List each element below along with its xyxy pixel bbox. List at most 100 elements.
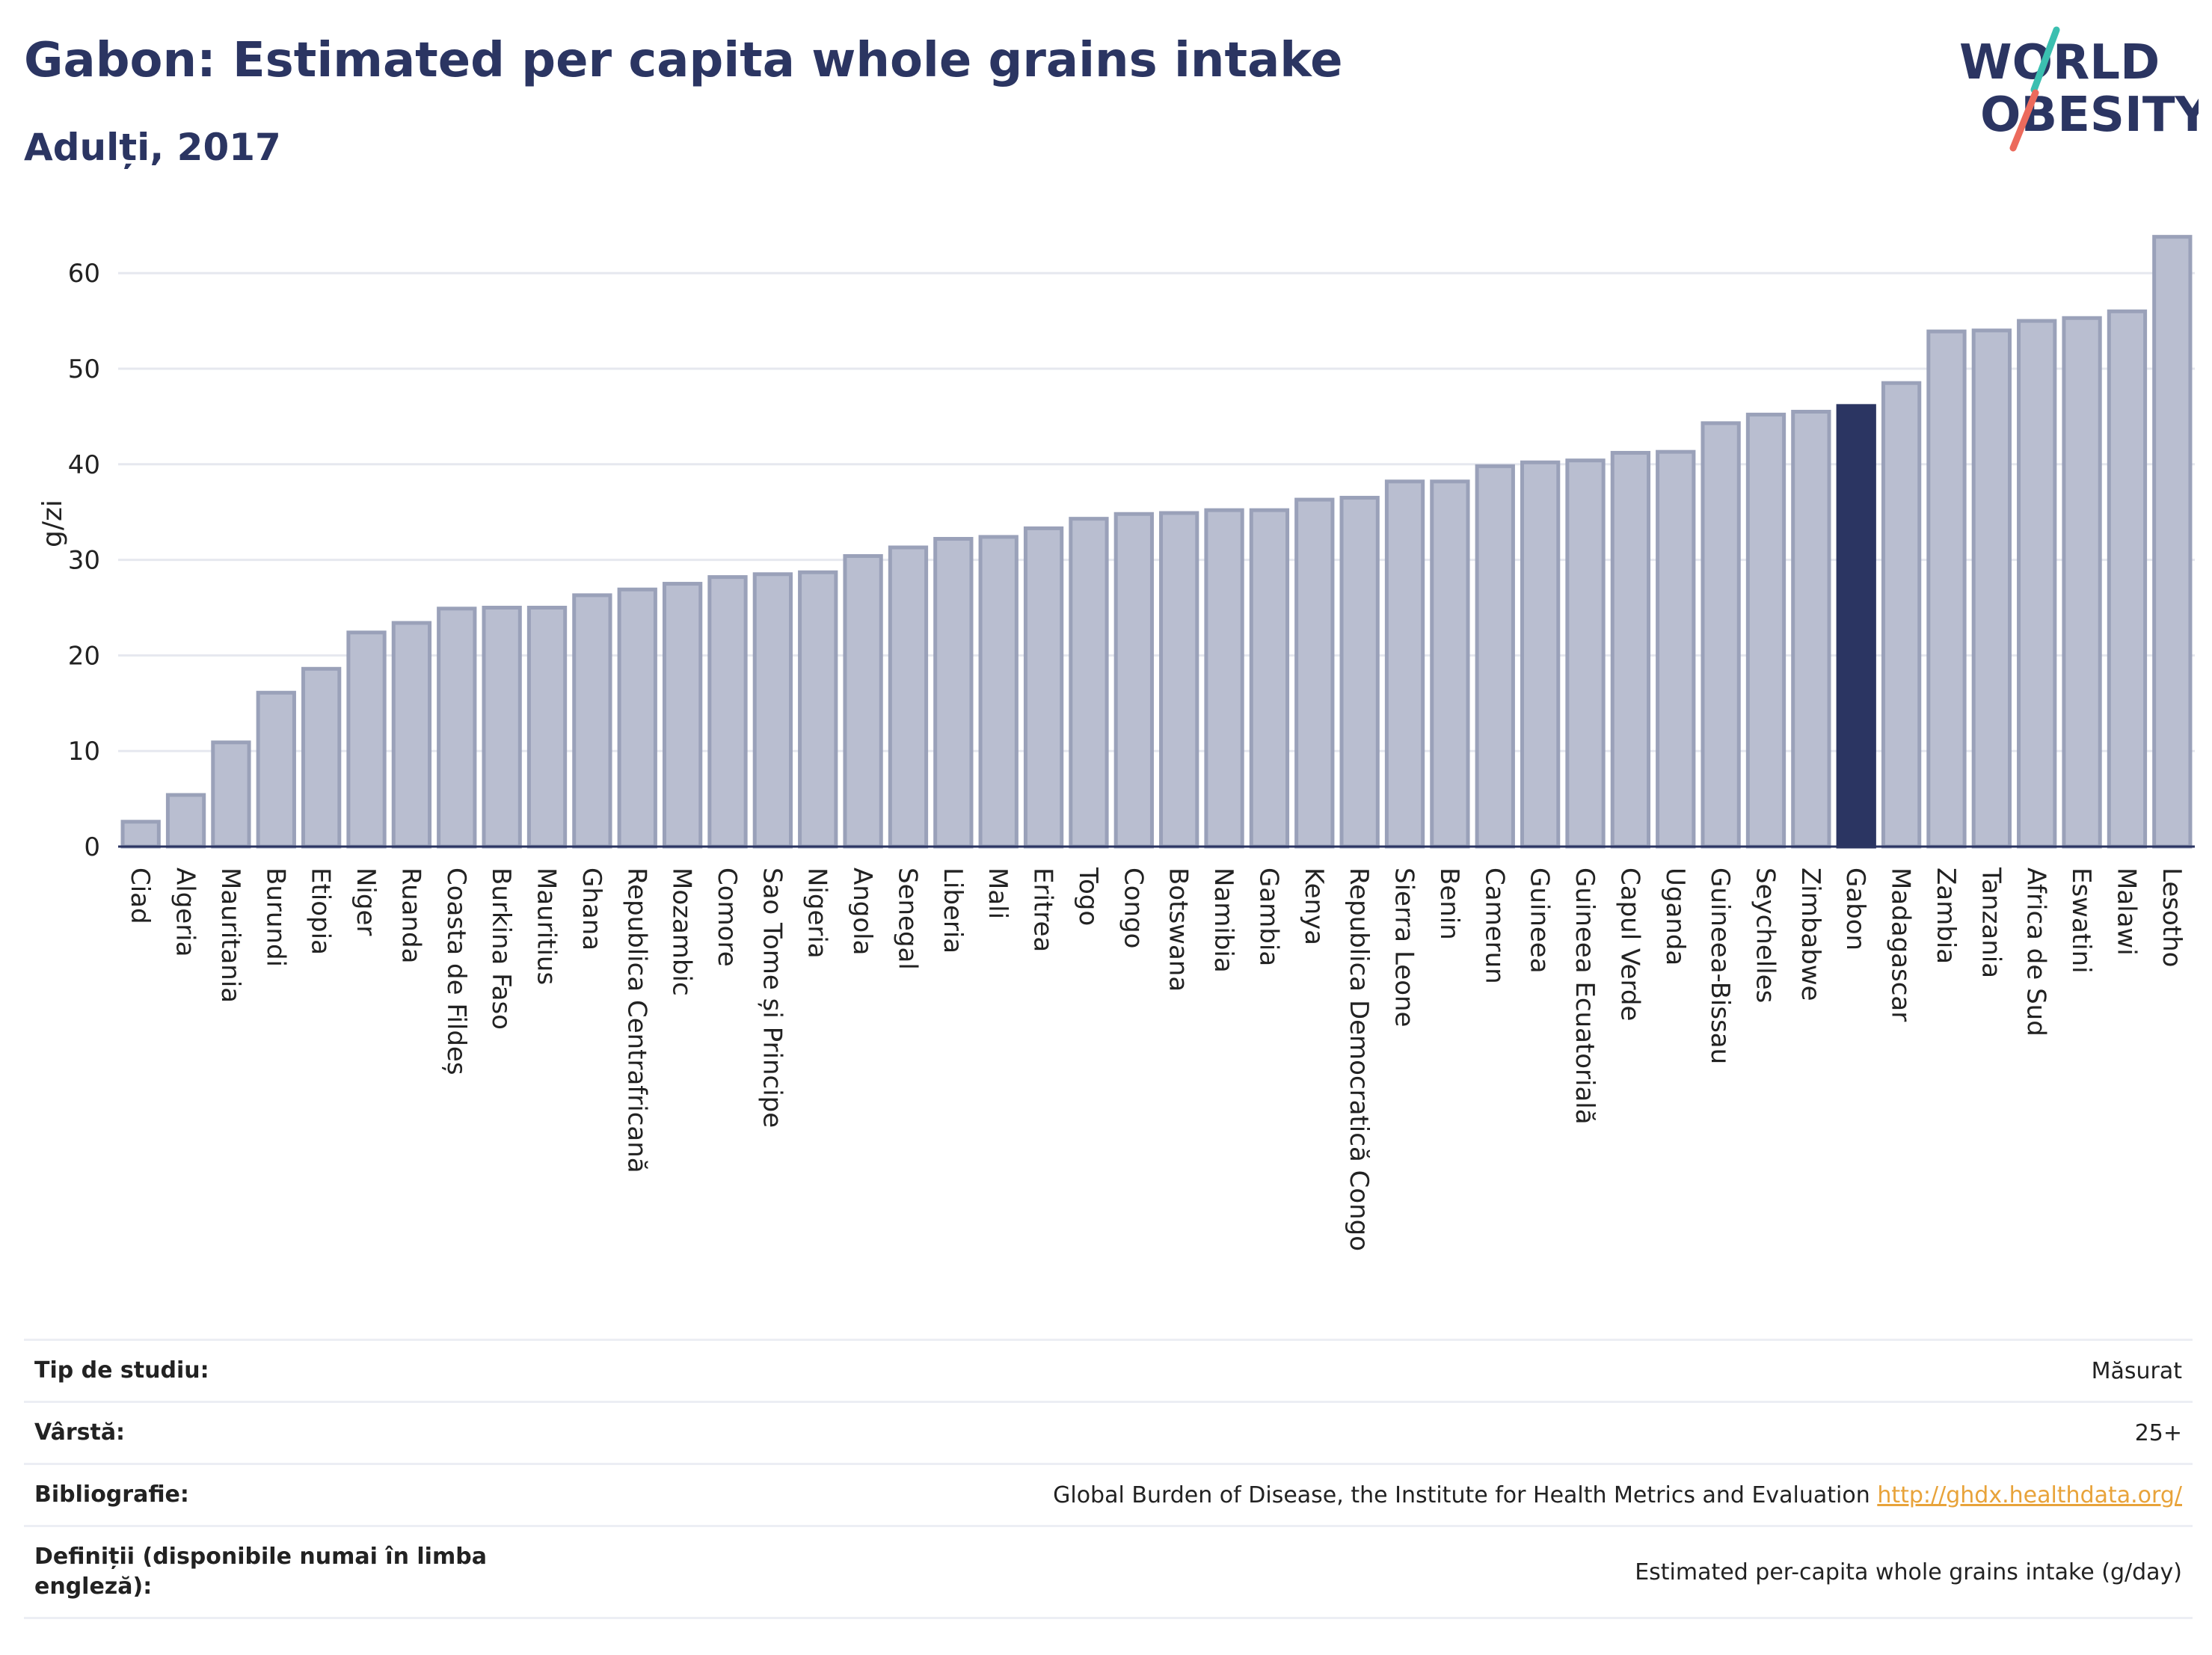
bar: [1069, 517, 1109, 849]
bar: [2107, 309, 2148, 849]
bar: [1475, 464, 1515, 849]
x-tick-label: Ciad: [125, 868, 155, 924]
x-tick-label: Zimbabwe: [1795, 868, 1825, 1001]
y-tick-label: 50: [68, 354, 100, 384]
bar: [978, 535, 1019, 849]
y-tick-label: 10: [68, 737, 100, 767]
bar: [1881, 381, 1922, 849]
x-tick-label: Benin: [1434, 868, 1464, 940]
info-value-bibliography: Global Burden of Disease, the Institute …: [1053, 1482, 2193, 1508]
x-tick-label: Angola: [847, 868, 877, 955]
bar: [1610, 450, 1651, 849]
bar: [1384, 479, 1425, 849]
logo-slash-teal: [2030, 26, 2060, 93]
x-tick-label: Guineea Ecuatorială: [1570, 868, 1600, 1125]
info-label: Tip de studiu:: [34, 1357, 209, 1384]
x-tick-label: Sao Tome și Principe: [757, 868, 787, 1128]
bar: [662, 582, 703, 849]
bar: [798, 570, 838, 849]
x-tick-label: Guineea-Bissau: [1705, 868, 1735, 1064]
x-tick-label: Mauritius: [532, 868, 562, 985]
x-tick-label: Senegal: [892, 868, 922, 970]
x-tick-label: Burkina Faso: [486, 868, 516, 1030]
bar: [211, 740, 251, 849]
x-tick-label: Comore: [712, 868, 742, 967]
x-tick-label: Madagascar: [1886, 868, 1916, 1022]
x-tick-label: Republica Democratică Congo: [1344, 868, 1374, 1251]
y-tick-label: 60: [68, 259, 100, 289]
info-row-definitions: Definiții (disponibile numai în limba en…: [24, 1525, 2193, 1619]
bar: [526, 606, 568, 849]
bar: [1249, 508, 1290, 849]
y-tick-label: 30: [68, 546, 100, 576]
world-obesity-logo[interactable]: WORLD OBESITY: [1944, 22, 2199, 157]
x-tick-label: Capul Verde: [1615, 868, 1644, 1021]
bibliography-link[interactable]: http://ghdx.healthdata.org/: [1877, 1481, 2182, 1508]
x-tick-label: Togo: [1073, 867, 1103, 926]
info-value: Măsurat: [2091, 1357, 2182, 1384]
bar: [888, 545, 929, 849]
bar: [301, 666, 342, 849]
bar: [256, 690, 296, 849]
bar: [1701, 421, 1741, 849]
info-value: Estimated per-capita whole grains intake…: [1635, 1559, 2182, 1585]
x-tick-label: Mali: [983, 868, 1013, 919]
info-row-age: Vârstă: 25+: [24, 1401, 2193, 1463]
x-tick-label: Botswana: [1164, 868, 1193, 992]
bar: [572, 593, 612, 849]
x-tick-label: Liberia: [938, 868, 968, 954]
x-tick-label: Namibia: [1208, 868, 1238, 973]
y-tick-label: 0: [84, 832, 100, 862]
x-tick-label: Sierra Leone: [1389, 868, 1419, 1027]
bar: [617, 587, 657, 849]
x-tick-label: Eswatini: [2066, 868, 2096, 974]
x-tick-label: Uganda: [1660, 868, 1690, 965]
bar: [1565, 458, 1606, 849]
x-tick-label: Kenya: [1299, 868, 1329, 945]
bar: [1971, 328, 2012, 849]
bar: [1430, 479, 1470, 849]
chart-subtitle: Adulți, 2017: [24, 126, 281, 169]
bar: [2062, 316, 2102, 849]
info-table: Tip de studiu: Măsurat Vârstă: 25+ Bibli…: [24, 1339, 2193, 1619]
x-tick-label: Ruanda: [396, 868, 425, 963]
bar: [1294, 497, 1335, 849]
info-label: Definiții (disponibile numai în limba en…: [34, 1544, 487, 1600]
x-tick-label: Mauritania: [215, 868, 245, 1003]
x-tick-label: Ghana: [577, 868, 606, 951]
bar: [752, 572, 793, 849]
y-tick-label: 40: [68, 450, 100, 480]
logo-word-world: WORLD: [1959, 35, 2160, 90]
x-tick-label: Africa de Sud: [2021, 868, 2051, 1037]
y-axis-label: g/zi: [37, 500, 68, 547]
chart-title: Gabon: Estimated per capita whole grains…: [24, 33, 1343, 88]
x-tick-label: Seychelles: [1750, 868, 1780, 1003]
bar: [933, 536, 974, 849]
bar: [391, 621, 432, 849]
bar: [1656, 449, 1696, 849]
bibliography-text: Global Burden of Disease, the Institute …: [1053, 1481, 1870, 1508]
x-tick-label: Republica Centrafricană: [621, 868, 651, 1173]
x-tick-label: Lesotho: [2157, 868, 2187, 967]
x-tick-label: Burundi: [260, 868, 290, 967]
bar: [346, 630, 387, 849]
bar: [1791, 410, 1831, 849]
x-tick-label: Tanzania: [1976, 867, 2006, 978]
bar: [1113, 512, 1154, 849]
info-value: 25+: [2134, 1419, 2182, 1446]
bar: [165, 793, 206, 849]
x-tick-label: Zambia: [1931, 868, 1961, 964]
x-tick-label: Malawi: [2111, 868, 2141, 956]
x-tick-label: Nigeria: [802, 868, 832, 959]
x-tick-label: Gambia: [1253, 868, 1283, 966]
x-tick-label: Eritrea: [1028, 868, 1058, 952]
x-tick-label: Niger: [351, 868, 381, 936]
bar: [1159, 511, 1199, 849]
x-tick-label: Gabon: [1840, 868, 1870, 951]
info-label: Bibliografie:: [34, 1481, 189, 1508]
bar-chart: 0 10 20 30 40 50 60 g/zi Ciad Algeria Mauritania Bu…: [37, 235, 2195, 1251]
bar: [2017, 319, 2057, 849]
bar: [2152, 235, 2193, 849]
bar: [1520, 460, 1561, 849]
bar: [1745, 412, 1787, 849]
